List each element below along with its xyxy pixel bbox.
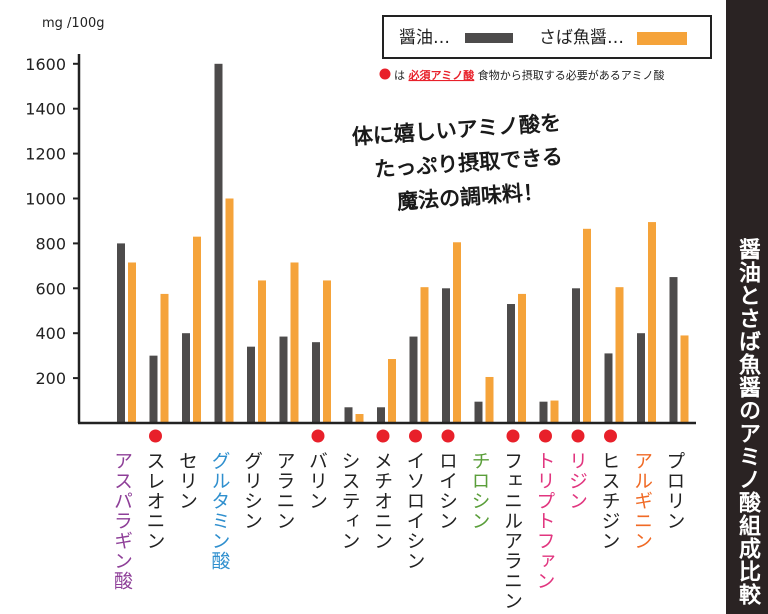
x-category-label: スレオニン — [144, 451, 166, 551]
bar-soy — [279, 336, 288, 423]
x-category-label: アスパラギン酸 — [111, 451, 133, 591]
bar-soy — [344, 407, 353, 423]
essential-note-suffix: 食物から摂取する必要があるアミノ酸 — [478, 68, 665, 82]
y-tick-label: 1000 — [25, 190, 66, 209]
bars-layer — [117, 63, 689, 424]
legend-soy-label: 醤油… — [399, 28, 450, 48]
bar-fish — [648, 222, 656, 423]
essential-marker-icon — [539, 429, 552, 443]
y-tick-label: 1600 — [25, 55, 66, 74]
x-labels-layer: アスパラギン酸 スレオニン セリン グルタミン酸 グリシン アラニン バリン システィン メチオ… — [111, 429, 686, 611]
bar-fish — [355, 414, 364, 423]
essential-marker-icon — [571, 429, 585, 443]
legend: 醤油… さば魚醤… — [382, 15, 712, 59]
bar-fish — [290, 262, 299, 423]
essential-note-highlight: 必須アミノ酸 — [408, 68, 476, 82]
essential-marker-icon — [376, 429, 390, 443]
y-tick-label: 1400 — [25, 100, 66, 119]
bar-soy — [117, 243, 125, 423]
essential-marker-icon — [149, 429, 162, 443]
y-ticks-layer: 200 400 600 800 1000 1200 1400 1600 — [25, 55, 79, 388]
x-category-label: フェニルアラニン — [501, 451, 523, 611]
bar-fish — [193, 236, 201, 423]
y-tick-label: 1200 — [25, 145, 66, 164]
essential-note-prefix: は — [394, 69, 405, 82]
bar-soy — [214, 63, 223, 424]
bar-soy — [669, 277, 678, 423]
bar-soy — [539, 401, 548, 423]
bar-fish — [388, 359, 396, 423]
x-category-label: アルギニン — [631, 451, 653, 551]
bar-fish — [420, 287, 429, 423]
bar-soy — [247, 346, 255, 423]
x-category-label: チロシン — [469, 451, 491, 531]
bar-soy — [409, 336, 418, 423]
tagline-line-3: 魔法の調味料！ — [396, 179, 544, 214]
x-category-label: グリシン — [241, 451, 263, 531]
bar-soy — [149, 355, 158, 423]
bar-soy — [182, 333, 190, 423]
essential-marker-icon — [506, 429, 520, 443]
bar-fish — [518, 293, 526, 423]
bar-fish — [453, 242, 461, 423]
bar-fish — [583, 228, 591, 423]
x-category-label: イソロイシン — [404, 451, 426, 571]
y-tick-label: 200 — [35, 369, 66, 388]
essential-note-text: は 必須アミノ酸 食物から摂取する必要があるアミノ酸 — [394, 68, 665, 82]
side-title: 醤油とさば魚醤のアミノ酸組成比較 — [735, 238, 760, 606]
x-category-label: メチオニン — [371, 451, 393, 551]
bar-soy — [312, 342, 320, 423]
bar-fish — [258, 280, 266, 423]
tagline: 体に嬉しいアミノ酸を たっぷり摂取できる 魔法の調味料！ — [351, 110, 563, 214]
bar-soy — [604, 353, 613, 423]
x-category-label: トリプトファン — [534, 451, 556, 591]
legend-fish-swatch — [637, 32, 687, 45]
essential-marker-icon — [311, 429, 325, 443]
bar-soy — [572, 288, 580, 423]
essential-marker-icon — [441, 429, 455, 443]
bar-fish — [128, 262, 136, 423]
bar-fish — [485, 376, 494, 423]
bar-fish — [615, 287, 624, 423]
x-category-label: アラニン — [274, 451, 296, 531]
essential-marker-icon — [409, 429, 422, 443]
x-category-label: バリン — [306, 451, 328, 511]
plot-area: 200 400 600 800 1000 1200 1400 1600 mg /100g — [25, 16, 696, 425]
chart: 200 400 600 800 1000 1200 1400 1600 mg /100g アス… — [25, 15, 712, 611]
bar-soy — [377, 407, 385, 423]
tagline-line-2: たっぷり摂取できる — [374, 143, 564, 181]
essential-marker-icon — [379, 68, 391, 80]
side-title-panel: 醤油とさば魚醤のアミノ酸組成比較 — [726, 0, 768, 614]
bar-fish — [680, 335, 689, 423]
y-tick-label: 600 — [35, 279, 66, 298]
y-axis-label: mg /100g — [42, 16, 105, 31]
legend-fish-label: さば魚醤… — [539, 28, 624, 48]
bar-soy — [474, 401, 483, 423]
bar-fish — [550, 400, 559, 423]
x-category-label: システィン — [339, 451, 361, 551]
bar-soy — [442, 288, 450, 423]
tagline-line-1: 体に嬉しいアミノ酸を — [351, 110, 562, 150]
x-category-label: ロイシン — [436, 451, 458, 531]
x-category-label: プロリン — [664, 451, 686, 531]
x-category-label: セリン — [176, 451, 198, 511]
x-category-label: リジン — [566, 451, 588, 511]
y-tick-label: 400 — [35, 324, 66, 343]
essential-marker-icon — [604, 429, 617, 443]
bar-fish — [225, 198, 234, 423]
x-category-label: グルタミン酸 — [209, 451, 231, 571]
y-tick-label: 800 — [35, 234, 66, 253]
bar-soy — [637, 333, 645, 423]
bar-fish — [160, 293, 169, 423]
legend-soy-swatch — [465, 33, 513, 43]
bar-soy — [507, 304, 515, 423]
x-category-label: ヒスチジン — [599, 451, 621, 551]
essential-note: は 必須アミノ酸 食物から摂取する必要があるアミノ酸 — [379, 68, 665, 82]
bar-fish — [323, 280, 331, 423]
